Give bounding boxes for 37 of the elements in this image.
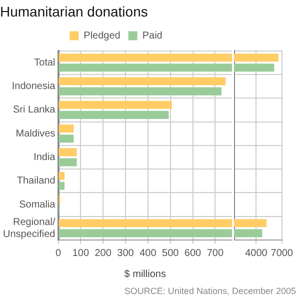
bar (58, 87, 222, 96)
legend-label: Paid (142, 30, 162, 42)
y-tick-label: Indonesia (12, 81, 56, 92)
bar (58, 219, 232, 228)
bar (58, 54, 232, 62)
source-note: SOURCE: United Nations, December 2005 (124, 286, 296, 296)
bar (58, 229, 232, 238)
x-tick-label: 100 (72, 248, 90, 259)
legend-label: Pledged (84, 30, 120, 42)
x-tick-label: 500 (162, 248, 180, 259)
bar (58, 77, 226, 86)
bar (58, 172, 65, 180)
y-tick-label: Somalia (19, 199, 56, 210)
x-axis-title: $ millions (124, 268, 166, 280)
y-tick-label: India (34, 152, 56, 163)
y-tick-label: Total (34, 57, 56, 68)
bar (58, 158, 77, 166)
bar (58, 64, 232, 72)
bar (58, 182, 65, 190)
y-tick-label: Maldives (16, 128, 56, 140)
x-tick-label: 200 (94, 248, 112, 259)
y-tick-label: Regional/ Unspecified (2, 216, 56, 240)
x-tick-label: 300 (117, 248, 134, 259)
x-tick-label: 700 (206, 248, 224, 259)
bar (58, 110, 169, 119)
bar (58, 148, 77, 156)
x-tick-label: 0 (55, 248, 62, 259)
x-tick-label: 4000 (245, 248, 268, 259)
bar (58, 124, 74, 133)
y-tick-label: Thailand (16, 176, 56, 187)
bar (58, 134, 74, 143)
x-tick-label: 600 (184, 248, 202, 259)
bar (58, 100, 172, 109)
x-tick-label: 400 (140, 248, 157, 259)
chart-title: Humanitarian donations (0, 3, 148, 20)
x-tick-label: 7000 (270, 248, 294, 259)
y-tick-label: Sri Lanka (13, 104, 56, 116)
